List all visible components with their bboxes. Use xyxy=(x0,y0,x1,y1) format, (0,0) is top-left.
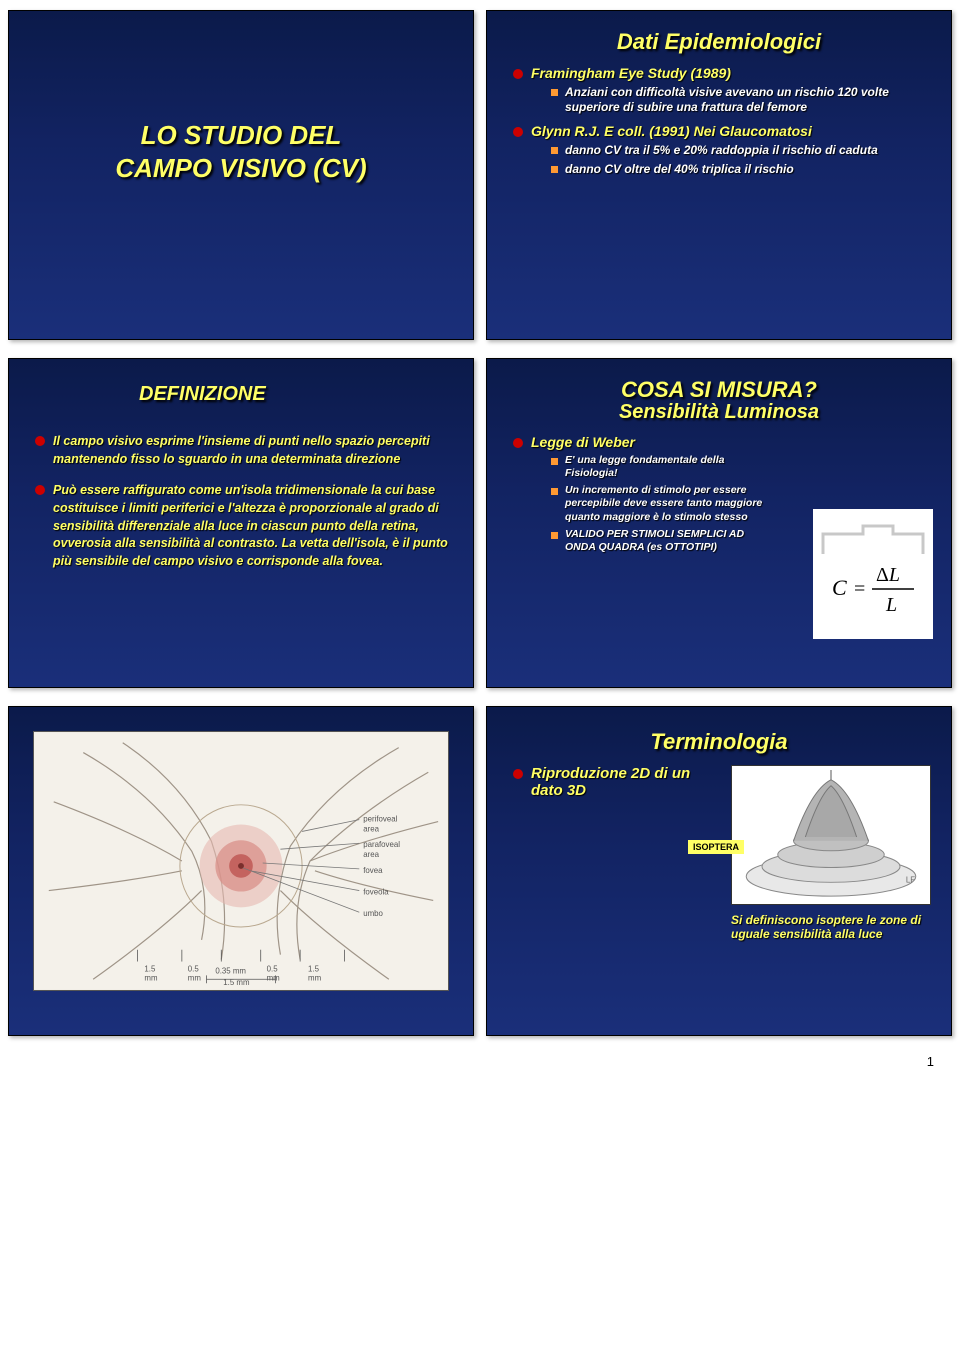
slide2-list: Framingham Eye Study (1989) Anziani con … xyxy=(513,65,931,177)
slide4-list: Legge di Weber E' una legge fondamentale… xyxy=(513,434,773,554)
slide2-b1: Framingham Eye Study (1989) Anziani con … xyxy=(513,65,931,115)
slide4-b1-text: Legge di Weber xyxy=(531,434,635,450)
slide2-b2-text: Glynn R.J. E coll. (1991) Nei Glaucomato… xyxy=(531,123,812,139)
retina-svg: perifoveal area parafoveal area fovea fo… xyxy=(34,732,448,990)
slide3-p2-text: Può essere raffigurato come un'isola tri… xyxy=(53,483,448,568)
svg-text:1.5: 1.5 xyxy=(144,964,156,973)
slide2-b2s1: danno CV tra il 5% e 20% raddoppia il ri… xyxy=(551,143,931,158)
slide6-matnb1-text: Riproduzione 2D di un dato 3D xyxy=(531,765,690,799)
title-line1: LO STUDIO DEL xyxy=(141,120,342,150)
slide3-p1-text: Il campo visivo esprime l'insieme di pun… xyxy=(53,434,430,466)
slide3-p2: Può essere raffigurato come un'isola tri… xyxy=(35,481,453,569)
slide4-b1s3: VALIDO PER STIMOLI SEMPLICI AD ONDA QUAD… xyxy=(551,528,773,554)
svg-text:area: area xyxy=(363,850,379,859)
slide6-caption: Si definiscono isoptere le zone di ugual… xyxy=(731,913,931,941)
retina-diagram: perifoveal area parafoveal area fovea fo… xyxy=(33,731,449,991)
isoptera-diagram: LF ISOPTERA xyxy=(731,765,931,905)
svg-text:mm: mm xyxy=(144,973,158,982)
slide2-heading: Dati Epidemiologici xyxy=(507,29,931,55)
svg-text:mm: mm xyxy=(308,973,322,982)
slide2-b1-sub: Anziani con difficoltà visive avevano un… xyxy=(551,85,931,115)
slide4-heading2: Sensibilità Luminosa xyxy=(507,401,931,424)
svg-text:1.5: 1.5 xyxy=(308,964,320,973)
slide-title: LO STUDIO DEL CAMPO VISIVO (CV) xyxy=(8,10,474,340)
svg-text:fovea: fovea xyxy=(363,866,383,875)
iso-wrap: LF ISOPTERA Si definiscono isoptere le z… xyxy=(731,765,931,941)
svg-text:mm: mm xyxy=(267,973,281,982)
svg-text:area: area xyxy=(363,824,379,833)
formula-eq: = xyxy=(854,578,865,600)
formula-C: C xyxy=(832,575,847,600)
slide4-b1s1: E' una legge fondamentale della Fisiolog… xyxy=(551,454,773,480)
slide6-heading: Terminologia xyxy=(507,729,931,755)
slide4-b1: Legge di Weber E' una legge fondamentale… xyxy=(513,434,773,554)
title-line2: CAMPO VISIVO (CV) xyxy=(115,153,366,183)
svg-text:0.35 mm: 0.35 mm xyxy=(215,966,246,975)
slide3-list: Il campo visivo esprime l'insieme di pun… xyxy=(35,432,453,569)
slide-definition: DEFINIZIONE Il campo visivo esprime l'in… xyxy=(8,358,474,688)
slide2-b2s2: danno CV oltre del 40% triplica il risch… xyxy=(551,162,931,177)
title-text: LO STUDIO DEL CAMPO VISIVO (CV) xyxy=(29,119,453,184)
formula-svg: C = ΔL L xyxy=(818,519,928,629)
slide4-b1-sub: E' una legge fondamentale della Fisiolog… xyxy=(551,454,773,554)
slide6-list: Riproduzione 2D di un dato 3D xyxy=(513,765,719,799)
slide-terminology: Terminologia Riproduzione 2D di un dato … xyxy=(486,706,952,1036)
svg-text:mm: mm xyxy=(188,973,202,982)
slide6-b1: Riproduzione 2D di un dato 3D xyxy=(513,765,719,799)
svg-text:perifoveal: perifoveal xyxy=(363,815,397,824)
slide2-b2: Glynn R.J. E coll. (1991) Nei Glaucomato… xyxy=(513,123,931,177)
formula-box: C = ΔL L xyxy=(813,509,933,639)
formula-L: L xyxy=(885,594,897,616)
slide2-b1s1: Anziani con difficoltà visive avevano un… xyxy=(551,85,931,115)
slide2-b2-sub: danno CV tra il 5% e 20% raddoppia il ri… xyxy=(551,143,931,177)
svg-text:foveola: foveola xyxy=(363,888,389,897)
svg-text:LF: LF xyxy=(906,875,915,884)
svg-text:0.5: 0.5 xyxy=(267,964,279,973)
slide-epidemiology: Dati Epidemiologici Framingham Eye Study… xyxy=(486,10,952,340)
svg-text:umbo: umbo xyxy=(363,909,383,918)
formula-dL: ΔL xyxy=(876,564,900,586)
slide2-b1-text: Framingham Eye Study (1989) xyxy=(531,65,731,81)
svg-text:parafoveal: parafoveal xyxy=(363,840,400,849)
svg-text:0.5: 0.5 xyxy=(188,964,200,973)
slide3-heading: DEFINIZIONE xyxy=(139,383,453,406)
slide4-b1s2: Un incremento di stimolo per essere perc… xyxy=(551,484,773,523)
slide-measure: COSA SI MISURA? Sensibilità Luminosa Leg… xyxy=(486,358,952,688)
isoptera-label: ISOPTERA xyxy=(688,840,744,854)
slide-retina: perifoveal area parafoveal area fovea fo… xyxy=(8,706,474,1036)
slide3-p1: Il campo visivo esprime l'insieme di pun… xyxy=(35,432,453,467)
page-number: 1 xyxy=(8,1036,952,1069)
slide4-heading1: COSA SI MISURA? xyxy=(507,377,931,403)
